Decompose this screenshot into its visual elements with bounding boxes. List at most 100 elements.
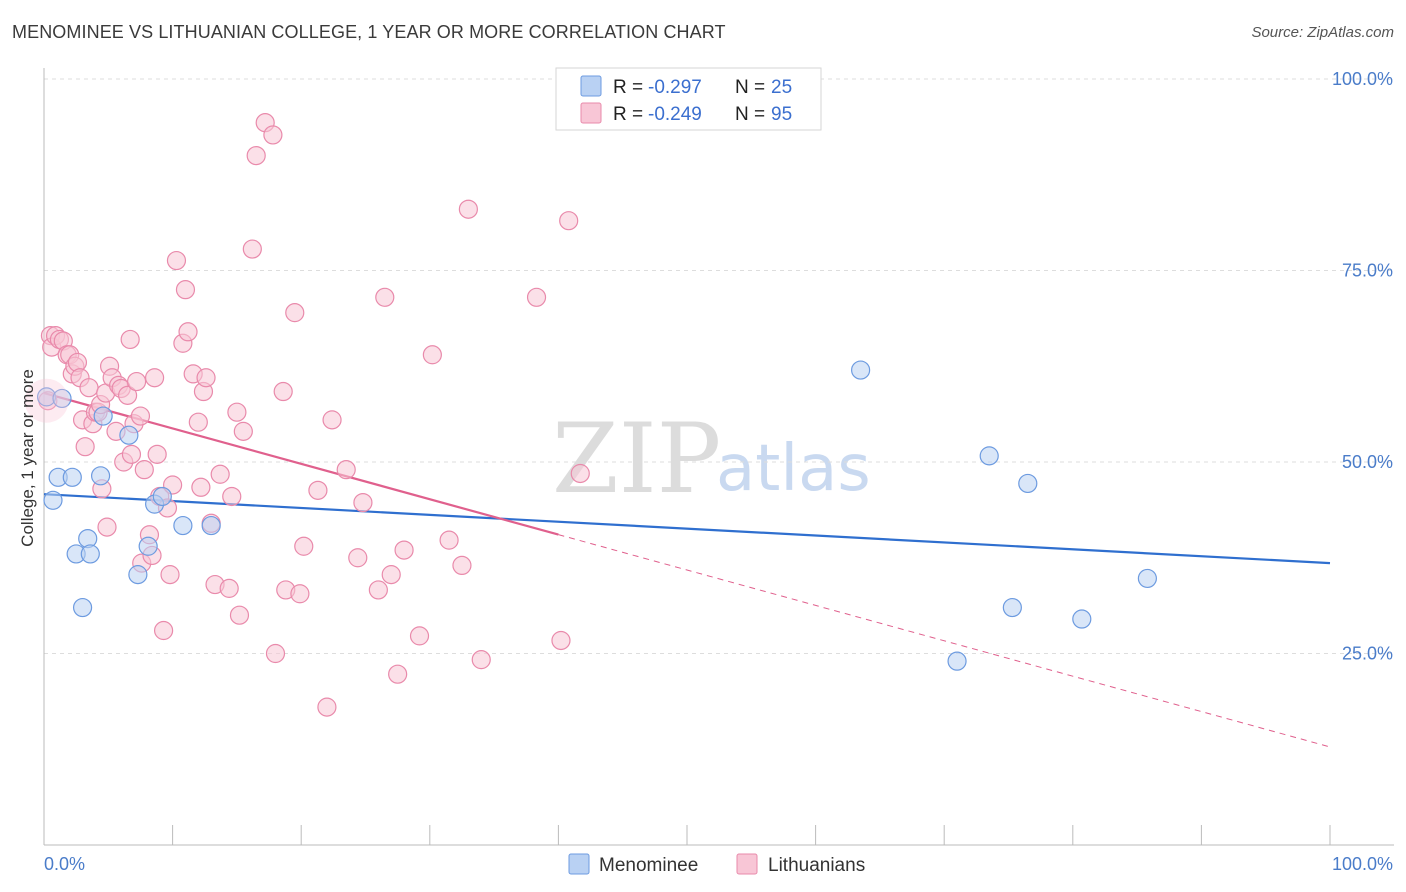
data-point bbox=[119, 425, 139, 445]
data-point bbox=[188, 412, 208, 432]
data-point bbox=[851, 360, 871, 380]
data-point bbox=[308, 480, 328, 500]
data-point bbox=[201, 515, 221, 536]
data-point bbox=[43, 490, 63, 510]
data-point bbox=[75, 437, 95, 457]
data-point bbox=[233, 421, 253, 441]
data-point bbox=[381, 565, 401, 585]
data-point bbox=[368, 580, 388, 600]
data-point bbox=[210, 464, 230, 484]
data-point bbox=[353, 492, 373, 513]
data-point bbox=[1002, 597, 1022, 618]
data-point bbox=[394, 540, 414, 560]
y-tick-label-50: 50.0% bbox=[1342, 452, 1393, 472]
data-point bbox=[227, 402, 247, 422]
trend-line-menominee bbox=[43, 493, 1331, 565]
x-tick-min: 0.0% bbox=[44, 854, 85, 874]
data-point bbox=[152, 486, 172, 507]
data-point bbox=[72, 597, 93, 618]
data-point bbox=[79, 378, 99, 398]
y-tick-label-100: 100.0% bbox=[1332, 69, 1393, 89]
data-point bbox=[348, 548, 368, 568]
data-point bbox=[1137, 568, 1157, 589]
data-point bbox=[52, 388, 72, 409]
data-point bbox=[144, 368, 165, 388]
data-point bbox=[93, 406, 113, 426]
data-point bbox=[126, 371, 147, 392]
legend-n-label-1: N = bbox=[735, 77, 765, 98]
legend-swatch-menominee bbox=[580, 75, 602, 97]
gridlines bbox=[44, 78, 1394, 654]
data-point bbox=[153, 620, 174, 641]
data-point bbox=[409, 626, 430, 646]
data-point bbox=[166, 250, 187, 271]
data-point bbox=[121, 444, 142, 464]
data-point bbox=[294, 536, 314, 556]
data-point bbox=[317, 697, 337, 717]
data-point bbox=[947, 651, 967, 671]
trend-line-dashed-lithuanians bbox=[558, 534, 1331, 748]
series-swatch-lithuanians bbox=[736, 853, 758, 875]
data-point bbox=[242, 239, 262, 259]
data-point bbox=[130, 406, 151, 426]
data-point bbox=[134, 460, 154, 480]
data-point bbox=[175, 280, 196, 300]
data-point bbox=[62, 467, 82, 487]
data-point bbox=[128, 565, 148, 585]
data-point bbox=[570, 463, 590, 484]
data-point bbox=[117, 385, 138, 405]
watermark: ZIP atlas bbox=[552, 403, 871, 515]
data-point bbox=[160, 565, 180, 585]
data-points bbox=[24, 113, 1157, 717]
y-tick-label-25: 25.0% bbox=[1342, 644, 1393, 664]
x-tick-max: 100.0% bbox=[1332, 854, 1393, 874]
watermark-zip: ZIP bbox=[552, 403, 721, 515]
legend-n-value-1: 25 bbox=[771, 77, 792, 98]
data-point bbox=[147, 444, 167, 464]
correlation-legend: R = -0.297 N = 25 R = -0.249 N = 95 bbox=[555, 67, 822, 131]
data-point bbox=[246, 146, 266, 166]
data-point bbox=[273, 381, 293, 402]
data-point bbox=[138, 536, 158, 556]
legend-r-value-2: -0.249 bbox=[648, 104, 702, 125]
data-point bbox=[452, 555, 472, 576]
series-legend: Menominee Lithuanians bbox=[568, 853, 865, 876]
data-point bbox=[375, 287, 395, 307]
data-point bbox=[90, 466, 111, 486]
data-point bbox=[551, 630, 571, 651]
legend-r-label-2: R = bbox=[613, 104, 643, 125]
data-point bbox=[471, 650, 491, 670]
data-point bbox=[322, 410, 342, 430]
data-point bbox=[97, 517, 117, 537]
data-point bbox=[222, 486, 242, 507]
data-point bbox=[979, 446, 999, 466]
data-point bbox=[263, 125, 283, 145]
data-point bbox=[1018, 473, 1038, 494]
data-point bbox=[265, 643, 286, 664]
data-point bbox=[439, 530, 459, 550]
data-point bbox=[196, 368, 216, 388]
data-point bbox=[120, 329, 140, 350]
series-menominee bbox=[36, 360, 1157, 671]
data-point bbox=[173, 515, 193, 536]
data-point bbox=[191, 477, 211, 497]
data-point bbox=[559, 211, 579, 231]
series-swatch-menominee bbox=[568, 853, 590, 875]
data-point bbox=[1072, 609, 1092, 629]
legend-swatch-lithuanians bbox=[580, 102, 602, 124]
watermark-atlas: atlas bbox=[716, 432, 871, 506]
source-credit: Source: ZipAtlas.com bbox=[1251, 24, 1394, 41]
y-tick-label-75: 75.0% bbox=[1342, 261, 1393, 281]
legend-r-label-1: R = bbox=[613, 77, 643, 98]
legend-n-value-2: 95 bbox=[771, 104, 792, 125]
chart-title: MENOMINEE VS LITHUANIAN COLLEGE, 1 YEAR … bbox=[12, 22, 726, 42]
series-label-lithuanians: Lithuanians bbox=[768, 855, 865, 876]
data-point bbox=[178, 322, 198, 342]
data-point bbox=[458, 199, 478, 219]
series-label-menominee: Menominee bbox=[599, 855, 698, 876]
data-point bbox=[219, 578, 239, 598]
data-point bbox=[422, 345, 442, 365]
data-point bbox=[80, 544, 100, 564]
data-point bbox=[336, 460, 356, 480]
data-point bbox=[388, 664, 408, 684]
